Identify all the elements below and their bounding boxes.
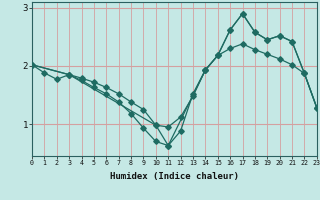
X-axis label: Humidex (Indice chaleur): Humidex (Indice chaleur) [110,172,239,181]
